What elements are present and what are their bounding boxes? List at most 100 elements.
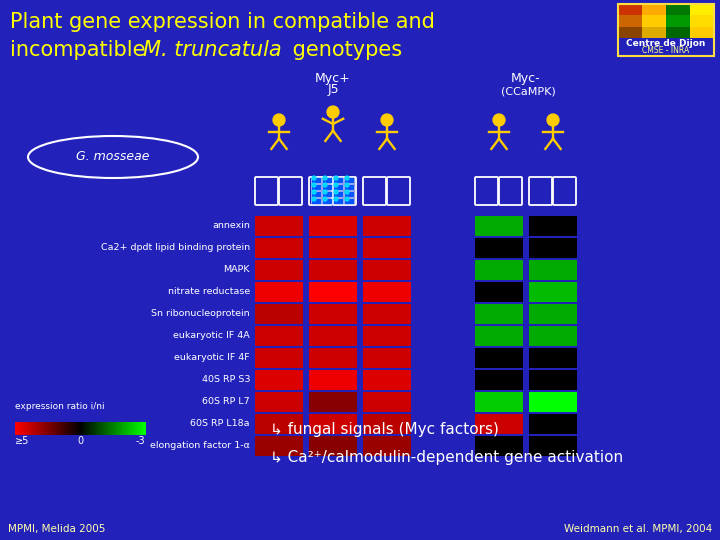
Text: 40S RP S3: 40S RP S3 — [202, 375, 250, 384]
Bar — [89, 422, 90, 435]
Bar — [47, 422, 48, 435]
Bar — [110, 422, 112, 435]
Circle shape — [345, 176, 349, 180]
Bar — [81, 422, 82, 435]
Bar — [95, 422, 96, 435]
Bar — [66, 422, 67, 435]
Text: genotypes: genotypes — [286, 40, 402, 60]
Bar — [118, 422, 120, 435]
Text: (CCaMPK): (CCaMPK) — [500, 86, 555, 96]
Bar — [46, 422, 48, 435]
Bar — [96, 422, 97, 435]
Bar — [309, 392, 357, 412]
Bar — [363, 436, 411, 456]
Bar — [44, 422, 45, 435]
Bar — [109, 422, 111, 435]
Bar — [50, 422, 52, 435]
Bar — [109, 422, 110, 435]
Bar — [59, 422, 60, 435]
Text: eukaryotic IF 4F: eukaryotic IF 4F — [174, 354, 250, 362]
Text: Sn ribonucleoprotein: Sn ribonucleoprotein — [151, 309, 250, 319]
Bar — [97, 422, 99, 435]
Bar — [87, 422, 89, 435]
Bar — [106, 422, 107, 435]
Text: annexin: annexin — [212, 221, 250, 231]
Circle shape — [345, 197, 349, 201]
Bar — [475, 370, 523, 390]
Bar — [255, 370, 303, 390]
Bar — [48, 422, 49, 435]
Bar — [68, 422, 70, 435]
Bar — [344, 184, 354, 190]
Bar — [475, 436, 523, 456]
Bar — [309, 348, 357, 368]
Bar — [255, 260, 303, 280]
Bar — [60, 422, 61, 435]
Circle shape — [273, 114, 285, 126]
Bar — [32, 422, 34, 435]
Bar — [255, 238, 303, 258]
Bar — [122, 422, 124, 435]
Bar — [71, 422, 73, 435]
Bar — [475, 326, 523, 346]
Text: Weidmann et al. MPMI, 2004: Weidmann et al. MPMI, 2004 — [564, 524, 712, 534]
Circle shape — [493, 114, 505, 126]
Bar — [363, 326, 411, 346]
Bar — [20, 422, 22, 435]
Bar — [529, 238, 577, 258]
Bar — [255, 304, 303, 324]
Bar — [78, 422, 80, 435]
Bar — [475, 414, 523, 434]
Bar — [475, 304, 523, 324]
Bar — [333, 198, 343, 204]
Text: J5: J5 — [327, 83, 339, 96]
Circle shape — [345, 190, 349, 194]
Circle shape — [312, 190, 316, 194]
Text: G. mosseae: G. mosseae — [76, 151, 150, 164]
Bar — [66, 422, 68, 435]
Bar — [26, 422, 27, 435]
Bar — [344, 198, 354, 204]
Circle shape — [381, 114, 393, 126]
Bar — [309, 436, 357, 456]
Bar — [107, 422, 108, 435]
Bar — [140, 422, 141, 435]
Bar — [363, 392, 411, 412]
Circle shape — [334, 190, 338, 194]
Text: Centre de Dijon: Centre de Dijon — [626, 38, 706, 48]
Bar — [309, 326, 357, 346]
Bar — [130, 422, 132, 435]
Bar — [344, 191, 354, 197]
Bar — [322, 177, 332, 183]
Bar — [666, 15, 690, 26]
Bar — [45, 422, 46, 435]
Circle shape — [334, 183, 338, 187]
Bar — [127, 422, 128, 435]
Bar — [40, 422, 42, 435]
Bar — [29, 422, 30, 435]
Bar — [130, 422, 131, 435]
Bar — [37, 422, 38, 435]
Text: Ca2+ dpdt lipid binding protein: Ca2+ dpdt lipid binding protein — [101, 244, 250, 253]
Bar — [123, 422, 125, 435]
Bar — [529, 326, 577, 346]
Bar — [75, 422, 76, 435]
Bar — [127, 422, 129, 435]
Bar — [363, 414, 411, 434]
Bar — [122, 422, 123, 435]
Circle shape — [334, 197, 338, 201]
Bar — [108, 422, 109, 435]
Bar — [57, 422, 58, 435]
Bar — [63, 422, 64, 435]
Bar — [92, 422, 94, 435]
Text: Myc+: Myc+ — [315, 72, 351, 85]
Bar — [255, 348, 303, 368]
Text: ≥5: ≥5 — [15, 436, 30, 446]
Bar — [322, 184, 332, 190]
Bar — [255, 216, 303, 236]
Bar — [125, 422, 127, 435]
Bar — [131, 422, 132, 435]
Bar — [333, 184, 343, 190]
Bar — [38, 422, 40, 435]
Bar — [475, 282, 523, 302]
